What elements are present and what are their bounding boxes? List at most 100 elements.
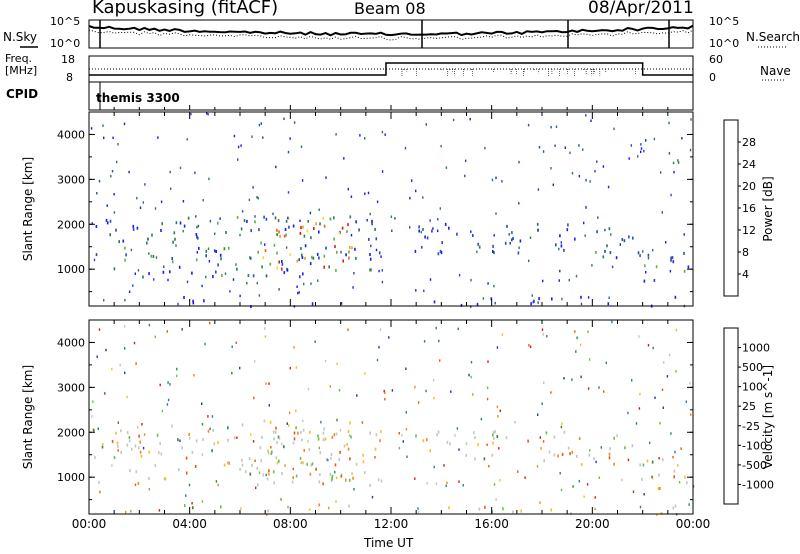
- echo-pixel: [371, 219, 373, 223]
- sparse-echo: [201, 402, 203, 405]
- echo-pixel: [530, 302, 532, 306]
- echo-pixel: [574, 237, 576, 241]
- echo-pixel: [335, 432, 338, 436]
- sparse-echo: [603, 390, 605, 393]
- echo-pixel: [418, 225, 420, 229]
- echo-pixel: [474, 457, 476, 461]
- sparse-echo: [181, 328, 183, 331]
- sparse-echo: [339, 428, 342, 432]
- sparse-echo: [123, 122, 126, 126]
- sparse-echo: [529, 236, 532, 239]
- sparse-echo: [558, 279, 560, 282]
- sparse-echo: [102, 124, 104, 127]
- echo-pixel: [227, 438, 229, 442]
- sparse-echo: [335, 500, 337, 503]
- x-tick-label: 20:00: [575, 517, 610, 531]
- echo-pixel: [295, 426, 297, 430]
- echo-pixel: [333, 433, 336, 437]
- sparse-echo: [583, 221, 585, 225]
- sparse-echo: [125, 510, 127, 514]
- echo-pixel: [444, 222, 447, 226]
- echo-pixel: [311, 255, 313, 259]
- sparse-echo: [224, 272, 227, 275]
- sparse-echo: [196, 225, 198, 229]
- sparse-echo: [248, 198, 251, 202]
- sparse-echo: [420, 230, 422, 234]
- sparse-echo: [574, 330, 576, 333]
- sparse-echo: [689, 148, 692, 152]
- sparse-echo: [584, 234, 586, 237]
- sparse-echo: [278, 288, 280, 291]
- echo-pixel: [278, 436, 281, 440]
- sparse-echo: [501, 180, 503, 183]
- echo-pixel: [313, 227, 315, 230]
- sparse-echo: [209, 321, 211, 325]
- echo-pixel: [289, 253, 292, 257]
- sparse-echo: [647, 344, 650, 347]
- sparse-echo: [267, 452, 270, 455]
- sparse-echo: [283, 117, 285, 120]
- sparse-echo: [429, 219, 431, 222]
- beam-label: Beam 08: [354, 0, 426, 18]
- sparse-echo: [550, 391, 552, 394]
- echo-pixel: [322, 216, 325, 220]
- sparse-echo: [104, 392, 106, 395]
- echo-pixel: [561, 452, 564, 456]
- echo-pixel: [302, 225, 304, 229]
- echo-pixel: [511, 231, 513, 235]
- echo-pixel: [302, 461, 304, 465]
- sparse-echo: [303, 282, 305, 286]
- echo-pixel: [655, 265, 658, 269]
- echo-pixel: [201, 453, 204, 457]
- sparse-echo: [538, 146, 541, 149]
- sparse-echo: [284, 464, 286, 467]
- sparse-echo: [130, 248, 133, 252]
- colorbar-tick-label: 4: [742, 268, 749, 281]
- echo-pixel: [560, 244, 563, 248]
- sparse-echo: [404, 146, 407, 150]
- echo-pixel: [578, 437, 581, 441]
- sparse-echo: [281, 442, 283, 446]
- colorbar-tick-label: 20: [742, 180, 756, 193]
- echo-pixel: [632, 236, 634, 240]
- sparse-echo: [289, 366, 291, 370]
- echo-pixel: [520, 509, 522, 513]
- echo-pixel: [575, 454, 578, 458]
- echo-pixel: [225, 231, 227, 234]
- sparse-echo: [335, 133, 337, 136]
- echo-pixel: [283, 234, 286, 238]
- sparse-echo: [638, 407, 641, 410]
- sparse-echo: [415, 289, 417, 292]
- sparse-echo: [124, 325, 126, 328]
- sparse-echo: [493, 483, 496, 486]
- sparse-echo: [435, 326, 437, 330]
- sparse-echo: [469, 117, 471, 121]
- sparse-echo: [148, 323, 151, 327]
- sparse-echo: [154, 207, 157, 210]
- sparse-echo: [443, 464, 445, 467]
- sparse-echo: [167, 381, 169, 384]
- echo-pixel: [215, 270, 217, 274]
- sparse-echo: [177, 302, 179, 306]
- colorbar-tick-label: 28: [742, 136, 756, 149]
- echo-pixel: [303, 234, 306, 238]
- echo-pixel: [322, 431, 325, 435]
- echo-pixel: [264, 249, 267, 253]
- echo-pixel: [339, 450, 341, 454]
- echo-pixel: [323, 427, 325, 431]
- echo-pixel: [474, 436, 476, 440]
- echo-pixel: [275, 426, 277, 430]
- sparse-echo: [364, 372, 366, 375]
- echo-pixel: [378, 251, 381, 255]
- sparse-echo: [264, 335, 267, 338]
- echo-pixel: [171, 260, 174, 264]
- echo-pixel: [250, 305, 252, 309]
- sparse-echo: [689, 382, 691, 385]
- sparse-echo: [208, 177, 210, 181]
- sparse-echo: [435, 482, 438, 485]
- sparse-echo: [571, 172, 574, 175]
- echo-pixel: [301, 438, 303, 442]
- colorbar-tick-label: 16: [742, 202, 756, 215]
- echo-pixel: [220, 505, 222, 509]
- echo-pixel: [256, 483, 259, 487]
